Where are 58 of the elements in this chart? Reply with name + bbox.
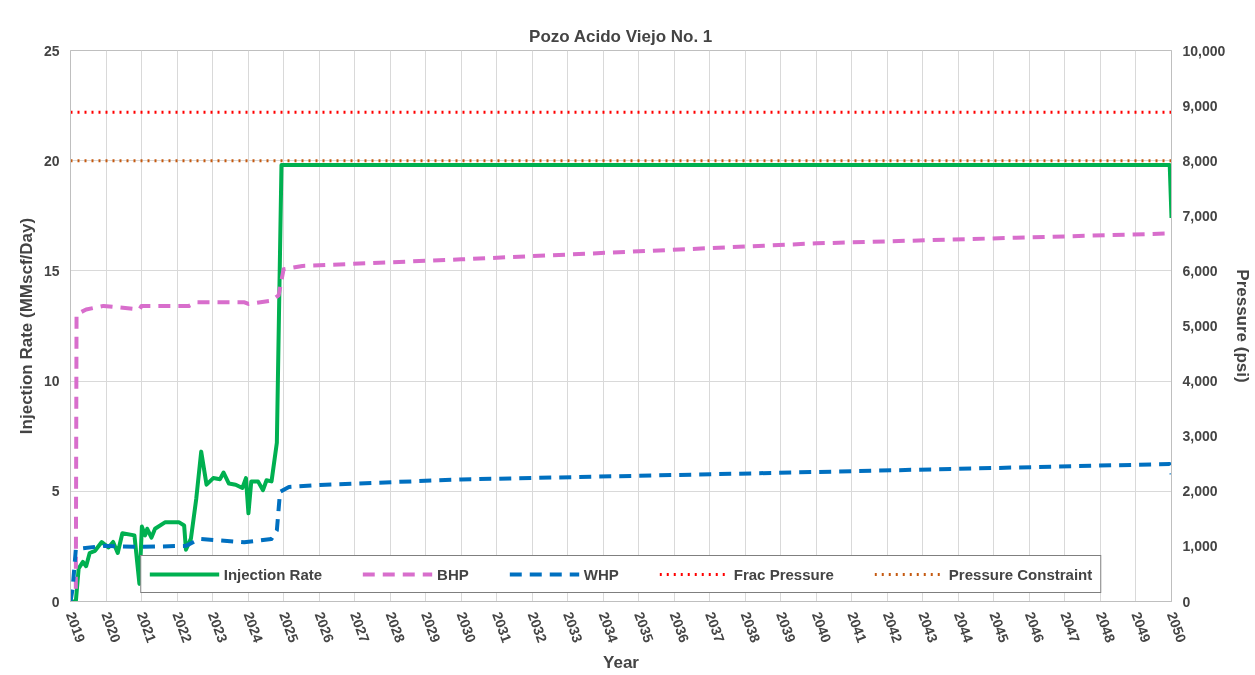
x-tick-label: 2049 — [1128, 609, 1155, 645]
legend-label: BHP — [437, 565, 469, 583]
legend-label: WHP — [583, 565, 619, 583]
y2-tick-label: 5,000 — [1182, 318, 1218, 334]
x-tick-label: 2037 — [702, 609, 729, 645]
x-tick-label: 2034 — [595, 609, 622, 645]
y-tick-label: 0 — [51, 593, 60, 610]
x-tick-label: 2036 — [666, 609, 693, 645]
x-tick-label: 2048 — [1092, 609, 1119, 645]
y-tick-label: 5 — [51, 483, 60, 500]
x-axis-title: Year — [603, 653, 640, 673]
x-tick-label: 2023 — [205, 609, 231, 645]
y2-tick-label: 6,000 — [1182, 262, 1218, 279]
x-tick-label: 2045 — [986, 609, 1013, 645]
x-tick-label: 2032 — [524, 609, 551, 645]
x-tick-label: 2025 — [276, 609, 302, 645]
x-tick-label: 2031 — [489, 609, 515, 645]
x-tick-label: 2033 — [560, 609, 587, 645]
x-tick-label: 2041 — [844, 609, 871, 645]
chart-title: Pozo Acido Viejo No. 1 — [529, 26, 713, 46]
x-tick-label: 2020 — [98, 609, 125, 645]
x-tick-label: 2050 — [1163, 609, 1190, 645]
y2-tick-label: 8,000 — [1182, 152, 1218, 169]
y2-tick-label: 10,000 — [1182, 42, 1226, 59]
y2-tick-label: 3,000 — [1182, 428, 1218, 445]
y2-axis-title: Pressure (psi) — [1233, 269, 1253, 383]
x-tick-label: 2022 — [169, 609, 196, 645]
y2-tick-label: 9,000 — [1182, 97, 1218, 114]
y2-tick-label: 4,000 — [1182, 373, 1218, 390]
legend-label: Pressure Constraint — [948, 565, 1093, 583]
x-tick-label: 2039 — [773, 609, 800, 645]
x-tick-label: 2042 — [879, 609, 906, 645]
x-tick-label: 2040 — [808, 609, 835, 645]
x-tick-label: 2043 — [915, 609, 942, 645]
y2-tick-label: 1,000 — [1182, 538, 1218, 555]
x-tick-label: 2046 — [1021, 609, 1048, 645]
x-tick-label: 2027 — [347, 609, 373, 645]
y-tick-label: 25 — [43, 42, 60, 59]
x-tick-label: 2021 — [134, 609, 160, 645]
x-tick-label: 2044 — [950, 609, 977, 645]
y-tick-label: 10 — [43, 373, 60, 390]
y2-tick-label: 0 — [1182, 593, 1191, 610]
y2-tick-label: 2,000 — [1182, 483, 1218, 500]
x-tick-label: 2024 — [240, 609, 267, 645]
x-tick-label: 2035 — [631, 609, 658, 645]
legend-label: Frac Pressure — [733, 565, 834, 583]
y-axis-title: Injection Rate (MMscf/Day) — [16, 217, 36, 435]
y2-tick-label: 7,000 — [1182, 207, 1218, 224]
x-tick-label: 2038 — [737, 609, 764, 645]
legend-label: Injection Rate — [223, 565, 323, 583]
x-tick-label: 2029 — [418, 609, 444, 645]
x-tick-label: 2047 — [1057, 609, 1084, 645]
x-tick-label: 2019 — [62, 609, 89, 645]
x-tick-label: 2030 — [453, 609, 480, 645]
y-tick-label: 15 — [43, 262, 60, 279]
x-tick-label: 2026 — [311, 609, 338, 645]
x-tick-label: 2028 — [382, 609, 409, 645]
y-tick-label: 20 — [43, 152, 60, 169]
